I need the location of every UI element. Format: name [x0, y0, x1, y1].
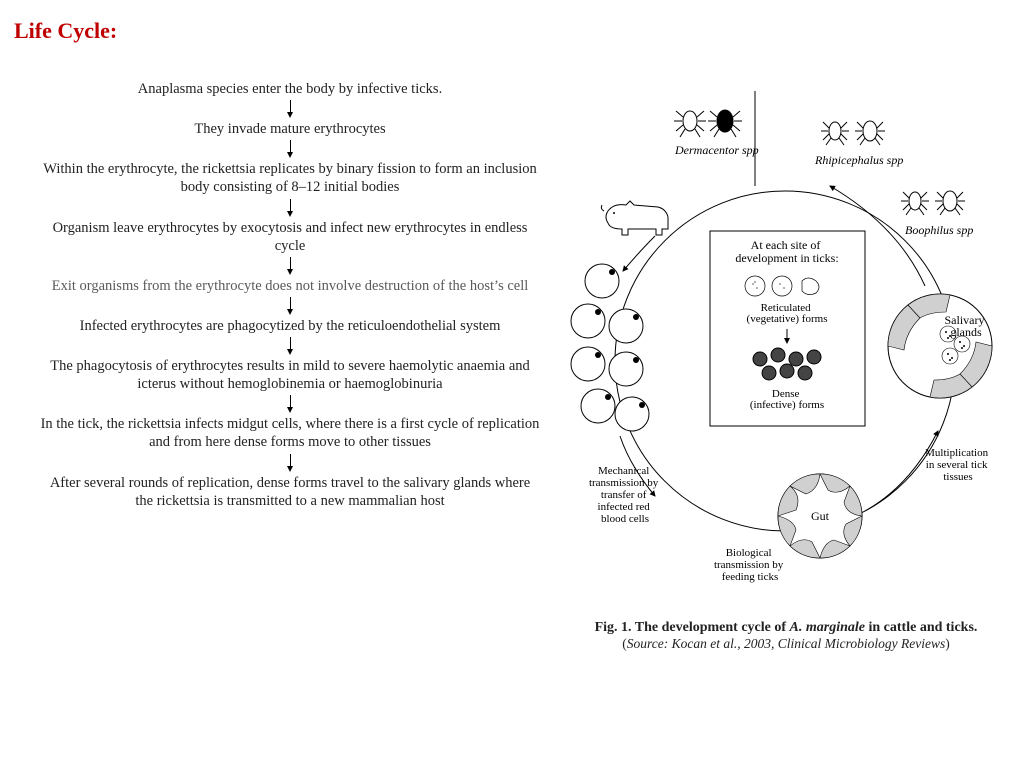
arrow-down-icon [290, 140, 291, 158]
flow-step: Anaplasma species enter the body by infe… [40, 80, 540, 98]
svg-text:Boophilus spp: Boophilus spp [905, 223, 973, 237]
gut-icon: Gut [778, 474, 862, 558]
arrow-down-icon [290, 395, 291, 413]
caption-suffix: in cattle and ticks. [865, 620, 977, 635]
arrow-down-icon [290, 297, 291, 315]
erythrocyte-icon [615, 397, 649, 431]
svg-text:Dermacentor spp: Dermacentor spp [674, 143, 759, 157]
tick-icon [901, 192, 929, 215]
flow-step: Infected erythrocytes are phagocytized b… [40, 317, 540, 335]
caption-prefix: Fig. 1. The development cycle of [595, 620, 790, 635]
arrow-down-icon [290, 257, 291, 275]
caption-source: Source: Kocan et al., 2003, Clinical Mic… [627, 636, 945, 651]
cow-icon [601, 201, 668, 235]
tick-icon [855, 121, 885, 145]
svg-text:At each site of deve: At each site of development in ticks: [735, 238, 838, 265]
erythrocyte-icon [609, 309, 643, 343]
svg-text:Multiplication in seve: Multiplication in several tick tissues [925, 447, 991, 483]
arrow-down-icon [290, 100, 291, 118]
erythrocyte-icon [571, 347, 605, 381]
flow-step: Within the erythrocyte, the rickettsia r… [40, 160, 540, 196]
arrow-down-icon [290, 454, 291, 472]
tick-icon [708, 110, 742, 137]
flow-step: After several rounds of replication, den… [40, 474, 540, 510]
flow-step: The phagocytosis of erythrocytes results… [40, 357, 540, 393]
arrow-down-icon [290, 199, 291, 217]
flow-step: Organism leave erythrocytes by exocytosi… [40, 219, 540, 255]
flow-step: Exit organisms from the erythrocyte does… [40, 277, 540, 295]
svg-text:Salivary glands: Salivary glands [945, 313, 988, 339]
figure-caption: Fig. 1. The development cycle of A. marg… [560, 620, 1012, 652]
tick-icon [935, 191, 965, 215]
erythrocyte-icon [609, 352, 643, 386]
erythrocyte-icon [571, 304, 605, 338]
cycle-figure: Dermacentor spp Rhipicephalus spp [560, 86, 1012, 696]
flow-step: They invade mature erythrocytes [40, 120, 540, 138]
cycle-svg: Dermacentor spp Rhipicephalus spp [560, 86, 1012, 606]
flow-step: In the tick, the rickettsia infects midg… [40, 415, 540, 451]
center-box: At each site of development in ticks: Re… [710, 231, 865, 426]
svg-text:Gut: Gut [811, 509, 830, 523]
caption-species: A. marginale [790, 620, 865, 635]
svg-text:Biological transmissio: Biological transmission by feeding ticks [714, 547, 786, 583]
arrow-down-icon [290, 337, 291, 355]
page-title: Life Cycle: [14, 18, 117, 44]
svg-text:Mechanical transmissio: Mechanical transmission by transfer of i… [589, 465, 661, 525]
tick-icon [821, 122, 849, 145]
salivary-glands-icon: Salivary glands [888, 294, 992, 398]
caption-source-close: ) [945, 636, 950, 651]
erythrocyte-icon [585, 264, 619, 298]
flow-column: Anaplasma species enter the body by infe… [30, 80, 550, 510]
erythrocyte-icon [581, 389, 615, 423]
svg-text:Rhipicephalus spp: Rhipicephalus spp [814, 153, 903, 167]
tick-icon [674, 111, 706, 137]
